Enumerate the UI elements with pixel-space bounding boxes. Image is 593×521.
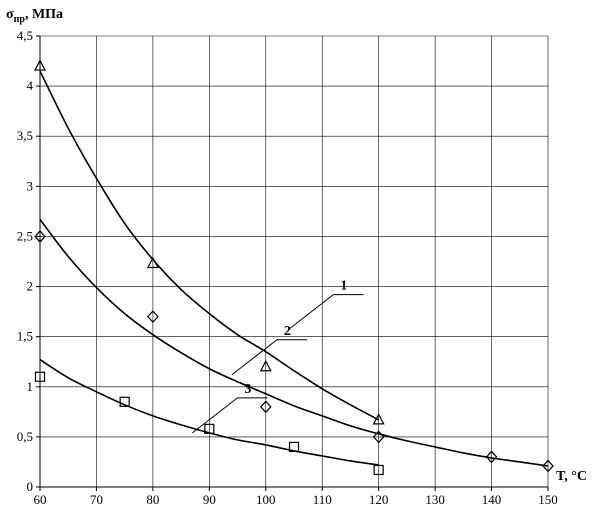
diamond-marker [259,400,272,414]
curve-label-2: 2 [284,324,291,339]
x-tick-label: 100 [256,492,276,507]
grid [39,35,549,488]
axes [36,35,549,491]
y-tick-label: 2 [27,279,34,294]
tick-labels: 60 70 80 90 100 110 120 130 140 150 0 0,5 1 1,5 2 2,5 3 3… [17,28,558,507]
x-tick-label: 70 [90,492,103,507]
x-tick-label: 80 [146,492,159,507]
diamond-marker [34,230,46,243]
leader-line-2 [231,339,278,376]
x-tick-label: 140 [482,492,502,507]
diamond-marker [147,310,159,324]
y-tick-label: 0 [27,479,34,494]
y-axis-label-unit: , МПа [25,7,63,22]
square-marker [288,441,300,453]
y-tick-label: 0,5 [17,429,33,444]
x-axis-label: T, °C [556,469,587,484]
curve-labels: 1 2 3 [192,279,364,434]
triangle-marker [34,59,46,71]
diamond-marker [372,430,385,444]
y-tick-label: 1,5 [17,329,33,344]
y-tick-label: 3 [27,178,34,193]
y-axis-label-main: σ [6,7,14,22]
fit-curves [39,70,549,467]
y-tick-label: 4 [27,78,34,93]
x-tick-label: 130 [425,492,445,507]
triangle-marker [259,359,272,372]
x-tick-label: 150 [538,492,558,507]
y-axis-label: σпр, МПа [6,7,63,25]
diamond-marker [485,450,498,464]
fit-curve-2 [39,218,549,467]
square-marker [204,423,215,434]
x-tick-label: 90 [203,492,216,507]
curve-label-3: 3 [244,382,251,397]
square-marker [119,396,130,407]
x-tick-label: 120 [369,492,389,507]
y-tick-label: 4,5 [17,28,33,43]
curve-label-1: 1 [340,279,347,294]
triangle-marker [372,413,385,425]
x-tick-label: 110 [313,492,332,507]
diamond-marker [542,459,554,473]
square-marker [34,371,46,382]
x-tick-label: 60 [34,492,47,507]
y-tick-label: 2,5 [17,228,33,243]
leader-line-3 [192,397,238,434]
fit-curve-1 [39,70,380,421]
y-axis-label-sub: пр [14,14,26,25]
square-marker [373,464,384,476]
data-markers [34,59,554,476]
triangle-marker [146,256,159,269]
y-tick-label: 1 [27,379,34,394]
leader-line-1 [288,294,334,331]
y-tick-label: 3,5 [17,128,33,143]
